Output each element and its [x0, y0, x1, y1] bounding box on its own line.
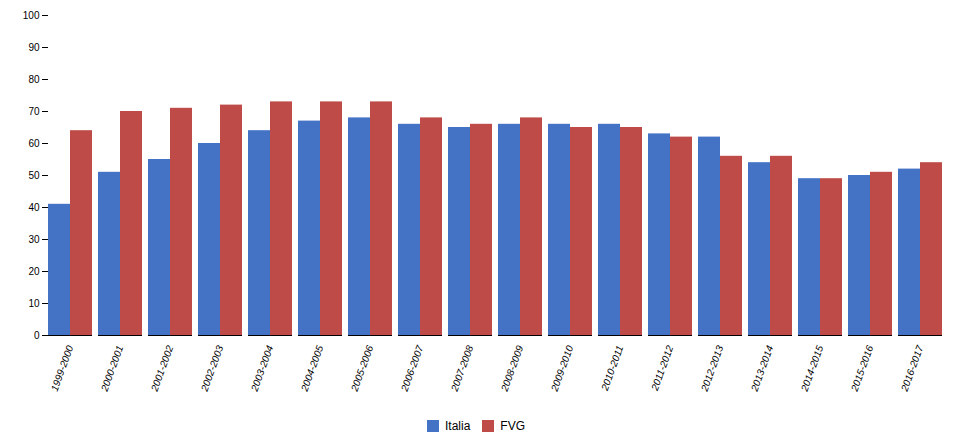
svg-text:100: 100 — [23, 10, 40, 21]
svg-text:2006-2007: 2006-2007 — [398, 343, 425, 393]
svg-text:70: 70 — [28, 106, 40, 117]
svg-text:2013-2014: 2013-2014 — [748, 343, 775, 393]
svg-text:2016-2017: 2016-2017 — [898, 343, 925, 393]
svg-text:40: 40 — [28, 202, 40, 213]
svg-text:1999-2000: 1999-2000 — [49, 343, 76, 392]
svg-text:2005-2006: 2005-2006 — [348, 343, 375, 393]
html-text:Italia: Italia — [445, 418, 471, 433]
svg-text:60: 60 — [28, 138, 40, 149]
svg-text:50: 50 — [28, 170, 40, 181]
svg-text:80: 80 — [28, 74, 40, 85]
svg-text:10: 10 — [28, 298, 40, 309]
svg-text:2007-2008: 2007-2008 — [448, 343, 475, 393]
html-text:FVG: FVG — [500, 418, 525, 433]
svg-text:2008-2009: 2008-2009 — [498, 343, 525, 393]
svg-text:2014-2015: 2014-2015 — [798, 343, 825, 393]
svg-text:2012-2013: 2012-2013 — [698, 343, 725, 393]
svg-text:2004-2005: 2004-2005 — [298, 343, 325, 393]
svg-text:0: 0 — [34, 330, 40, 341]
svg-text:30: 30 — [28, 234, 40, 245]
svg-text:2001-2002: 2001-2002 — [148, 343, 175, 393]
svg-text:2000-2001: 2000-2001 — [98, 344, 125, 394]
svg-text:2010-2011: 2010-2011 — [599, 344, 626, 393]
svg-text:2002-2003: 2002-2003 — [198, 343, 225, 393]
svg-text:2003-2004: 2003-2004 — [248, 343, 275, 393]
svg-text:2015-2016: 2015-2016 — [848, 343, 875, 393]
svg-text:2009-2010: 2009-2010 — [548, 343, 575, 393]
svg-text:20: 20 — [28, 266, 40, 277]
svg-text:2011-2012: 2011-2012 — [649, 343, 676, 392]
svg-text:90: 90 — [28, 42, 40, 53]
